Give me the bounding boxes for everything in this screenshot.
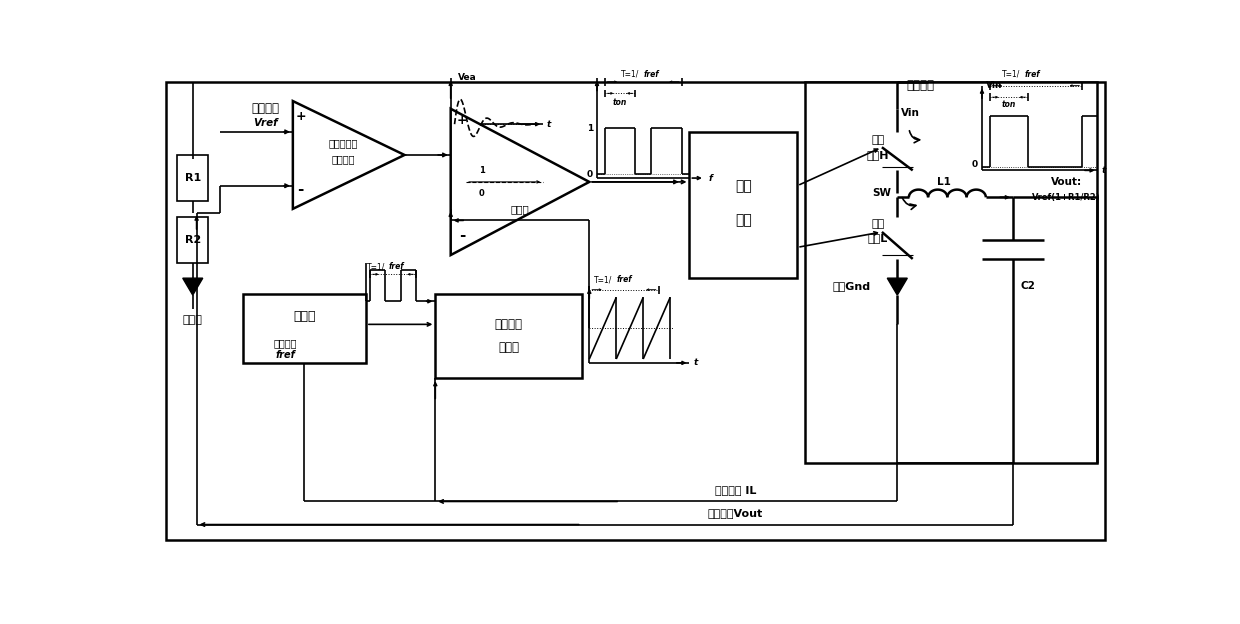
Text: t: t <box>693 358 697 368</box>
Text: 1: 1 <box>479 166 485 175</box>
Text: 1: 1 <box>587 124 593 132</box>
Bar <box>243 293 366 363</box>
Text: R2: R2 <box>185 235 201 245</box>
Text: T=1/: T=1/ <box>1002 70 1021 79</box>
Text: fref: fref <box>1024 70 1040 79</box>
Text: Vin: Vin <box>901 107 920 117</box>
Text: 开关H: 开关H <box>867 150 889 160</box>
Text: T=1/: T=1/ <box>367 262 386 271</box>
Text: 功率: 功率 <box>872 219 884 229</box>
Text: fref: fref <box>616 275 632 284</box>
Text: 误差放大器: 误差放大器 <box>329 139 357 149</box>
Bar <box>805 82 1097 463</box>
Text: 驱动: 驱动 <box>735 178 751 193</box>
Text: 输出电压Vout: 输出电压Vout <box>708 508 764 518</box>
Text: Vea: Vea <box>459 74 477 82</box>
Text: +: + <box>295 110 306 123</box>
Polygon shape <box>450 109 589 255</box>
Text: Vref(1+R1/R2): Vref(1+R1/R2) <box>1033 193 1101 202</box>
Bar <box>689 132 797 278</box>
Text: ton: ton <box>613 98 627 107</box>
Text: Vin: Vin <box>986 81 1002 90</box>
Text: t: t <box>1101 166 1106 175</box>
Text: fref: fref <box>644 70 658 79</box>
Text: 0: 0 <box>479 189 485 198</box>
Text: 地线Gnd: 地线Gnd <box>832 281 870 291</box>
Text: 振荡器: 振荡器 <box>293 310 316 323</box>
Text: 斜坡电压: 斜坡电压 <box>495 318 522 331</box>
Bar <box>177 155 208 201</box>
Bar <box>177 217 208 263</box>
Text: 参考频率: 参考频率 <box>273 339 296 349</box>
Text: （补偿）: （补偿） <box>331 154 355 164</box>
Text: R1: R1 <box>185 173 201 183</box>
Text: 开关L: 开关L <box>868 233 888 243</box>
Text: T=1/: T=1/ <box>594 275 613 284</box>
Text: f: f <box>708 173 713 183</box>
Text: 功率: 功率 <box>872 135 884 145</box>
Bar <box>435 293 582 378</box>
Text: SW: SW <box>873 188 892 198</box>
Polygon shape <box>888 278 908 295</box>
Text: t: t <box>547 120 552 129</box>
Text: 分压器: 分压器 <box>182 316 202 326</box>
Text: 基准电压: 基准电压 <box>252 102 280 115</box>
Text: 电感电流 IL: 电感电流 IL <box>715 485 756 495</box>
Polygon shape <box>182 278 203 295</box>
Text: Vref: Vref <box>254 117 278 128</box>
Text: 比较器: 比较器 <box>511 204 529 214</box>
Text: +: + <box>456 114 467 127</box>
Text: fref: fref <box>275 350 295 360</box>
Text: 0: 0 <box>587 170 593 178</box>
Text: -: - <box>298 182 304 197</box>
Polygon shape <box>293 101 404 209</box>
Text: 电路: 电路 <box>735 213 751 227</box>
Text: fref: fref <box>389 262 404 271</box>
Text: -: - <box>459 228 465 243</box>
Text: Vout:: Vout: <box>1052 177 1083 187</box>
Text: ton: ton <box>1002 100 1016 109</box>
Text: 输入电压: 输入电压 <box>906 79 935 92</box>
Text: 0: 0 <box>972 160 978 168</box>
Text: L1: L1 <box>936 177 950 187</box>
Text: C2: C2 <box>1021 281 1035 291</box>
Text: T=1/: T=1/ <box>621 70 640 79</box>
Text: 发生器: 发生器 <box>498 341 520 354</box>
